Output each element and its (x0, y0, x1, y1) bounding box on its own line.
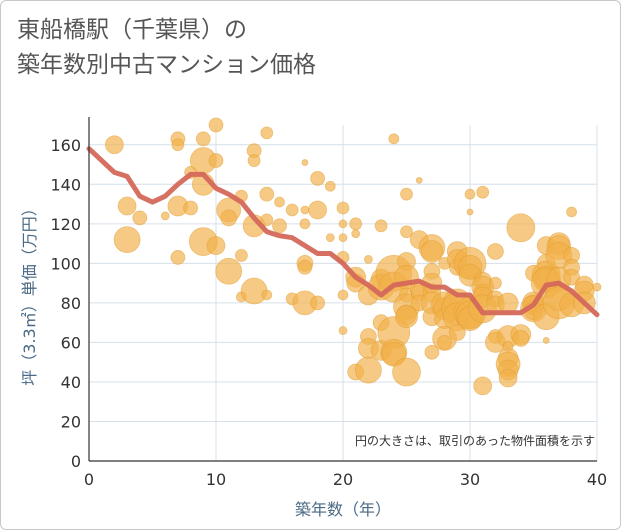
data-bubble (272, 218, 287, 234)
data-bubble (325, 233, 335, 243)
data-bubble (132, 210, 148, 226)
data-bubble (274, 196, 285, 208)
data-bubble (592, 282, 602, 292)
data-bubble (466, 208, 474, 216)
data-bubble (363, 254, 373, 264)
y-tick-label: 80 (61, 294, 81, 313)
y-tick-label: 160 (50, 136, 81, 155)
data-bubble (105, 135, 124, 155)
x-tick-label: 20 (333, 470, 353, 489)
data-bubble (261, 289, 273, 301)
data-bubble (338, 326, 348, 335)
data-bubble (297, 259, 313, 275)
data-bubble (338, 233, 348, 243)
chart-title-line-1: 東船橋駅（千葉県）の (17, 17, 247, 43)
data-bubble (354, 356, 382, 384)
data-bubble (337, 289, 349, 301)
data-bubble (512, 330, 530, 347)
data-bubble (208, 153, 224, 168)
data-bubble (113, 226, 141, 254)
data-bubble (308, 200, 328, 220)
data-bubble (170, 250, 186, 265)
data-bubble (215, 257, 243, 285)
data-bubble (351, 229, 361, 239)
data-bubble (220, 209, 238, 227)
y-tick-label: 100 (50, 254, 81, 273)
data-bubble (310, 295, 326, 311)
data-bubble (324, 180, 336, 192)
data-bubble (415, 176, 423, 184)
data-bubble (424, 344, 440, 360)
data-bubble (395, 305, 418, 329)
data-bubble (437, 335, 453, 350)
bubble-series (105, 117, 602, 396)
data-bubble (208, 117, 224, 133)
data-bubble (259, 186, 275, 202)
x-tick-label: 30 (460, 470, 480, 489)
data-bubble (195, 131, 211, 147)
bubble-size-note: 円の大きさは、取引のあった物件面積を示す (355, 433, 595, 448)
data-bubble (183, 200, 199, 216)
chart-title-line-2: 築年数別中古マンション価格 (17, 52, 316, 78)
data-bubble (374, 219, 388, 233)
data-bubble (392, 357, 421, 387)
axes (88, 117, 597, 462)
data-bubble (506, 213, 536, 243)
data-bubble (171, 138, 185, 152)
x-axis-title: 築年数（年） (295, 500, 391, 519)
y-axis-title: 坪（3.3㎡）単価（万円） (20, 200, 39, 385)
data-bubble (349, 217, 363, 231)
data-bubble (301, 159, 309, 166)
y-tick-label: 40 (61, 373, 81, 392)
average-line-series (86, 146, 600, 318)
data-bubble (338, 219, 348, 229)
data-bubble (160, 211, 170, 221)
data-bubble (299, 218, 311, 230)
data-bubble (400, 187, 413, 201)
data-bubble (488, 276, 502, 290)
y-tick-label: 0 (71, 452, 81, 471)
data-bubble (206, 236, 226, 255)
data-bubble (336, 201, 350, 215)
tick-labels: 0 20 40 60 80 100 120 140 160 0 10 20 30 40 (50, 136, 607, 489)
data-bubble (476, 185, 490, 199)
x-tick-label: 40 (587, 470, 607, 489)
data-bubble (388, 133, 400, 145)
data-bubble (310, 170, 326, 186)
y-tick-label: 20 (61, 412, 81, 431)
data-bubble (420, 240, 444, 263)
data-bubble (497, 292, 519, 314)
y-tick-label: 120 (50, 215, 81, 234)
data-bubble (117, 196, 137, 216)
data-bubble (566, 206, 577, 218)
x-tick-label: 10 (206, 470, 226, 489)
data-bubble (234, 249, 248, 262)
data-bubble (285, 203, 299, 217)
data-bubble (464, 188, 476, 200)
average-price-line (86, 146, 600, 318)
data-bubble (473, 376, 493, 396)
data-bubble (448, 324, 466, 341)
data-bubble (260, 213, 274, 227)
y-tick-label: 140 (50, 175, 81, 194)
data-bubble (247, 154, 261, 167)
y-tick-label: 60 (61, 333, 81, 352)
data-bubble (542, 337, 550, 344)
chart-title: 東船橋駅（千葉県）の 築年数別中古マンション価格 (17, 13, 316, 83)
data-bubble (400, 225, 413, 239)
data-bubble (260, 126, 274, 140)
data-bubble (300, 205, 310, 215)
data-bubble (486, 243, 504, 260)
x-tick-label: 0 (84, 470, 94, 489)
data-bubble (498, 368, 518, 388)
